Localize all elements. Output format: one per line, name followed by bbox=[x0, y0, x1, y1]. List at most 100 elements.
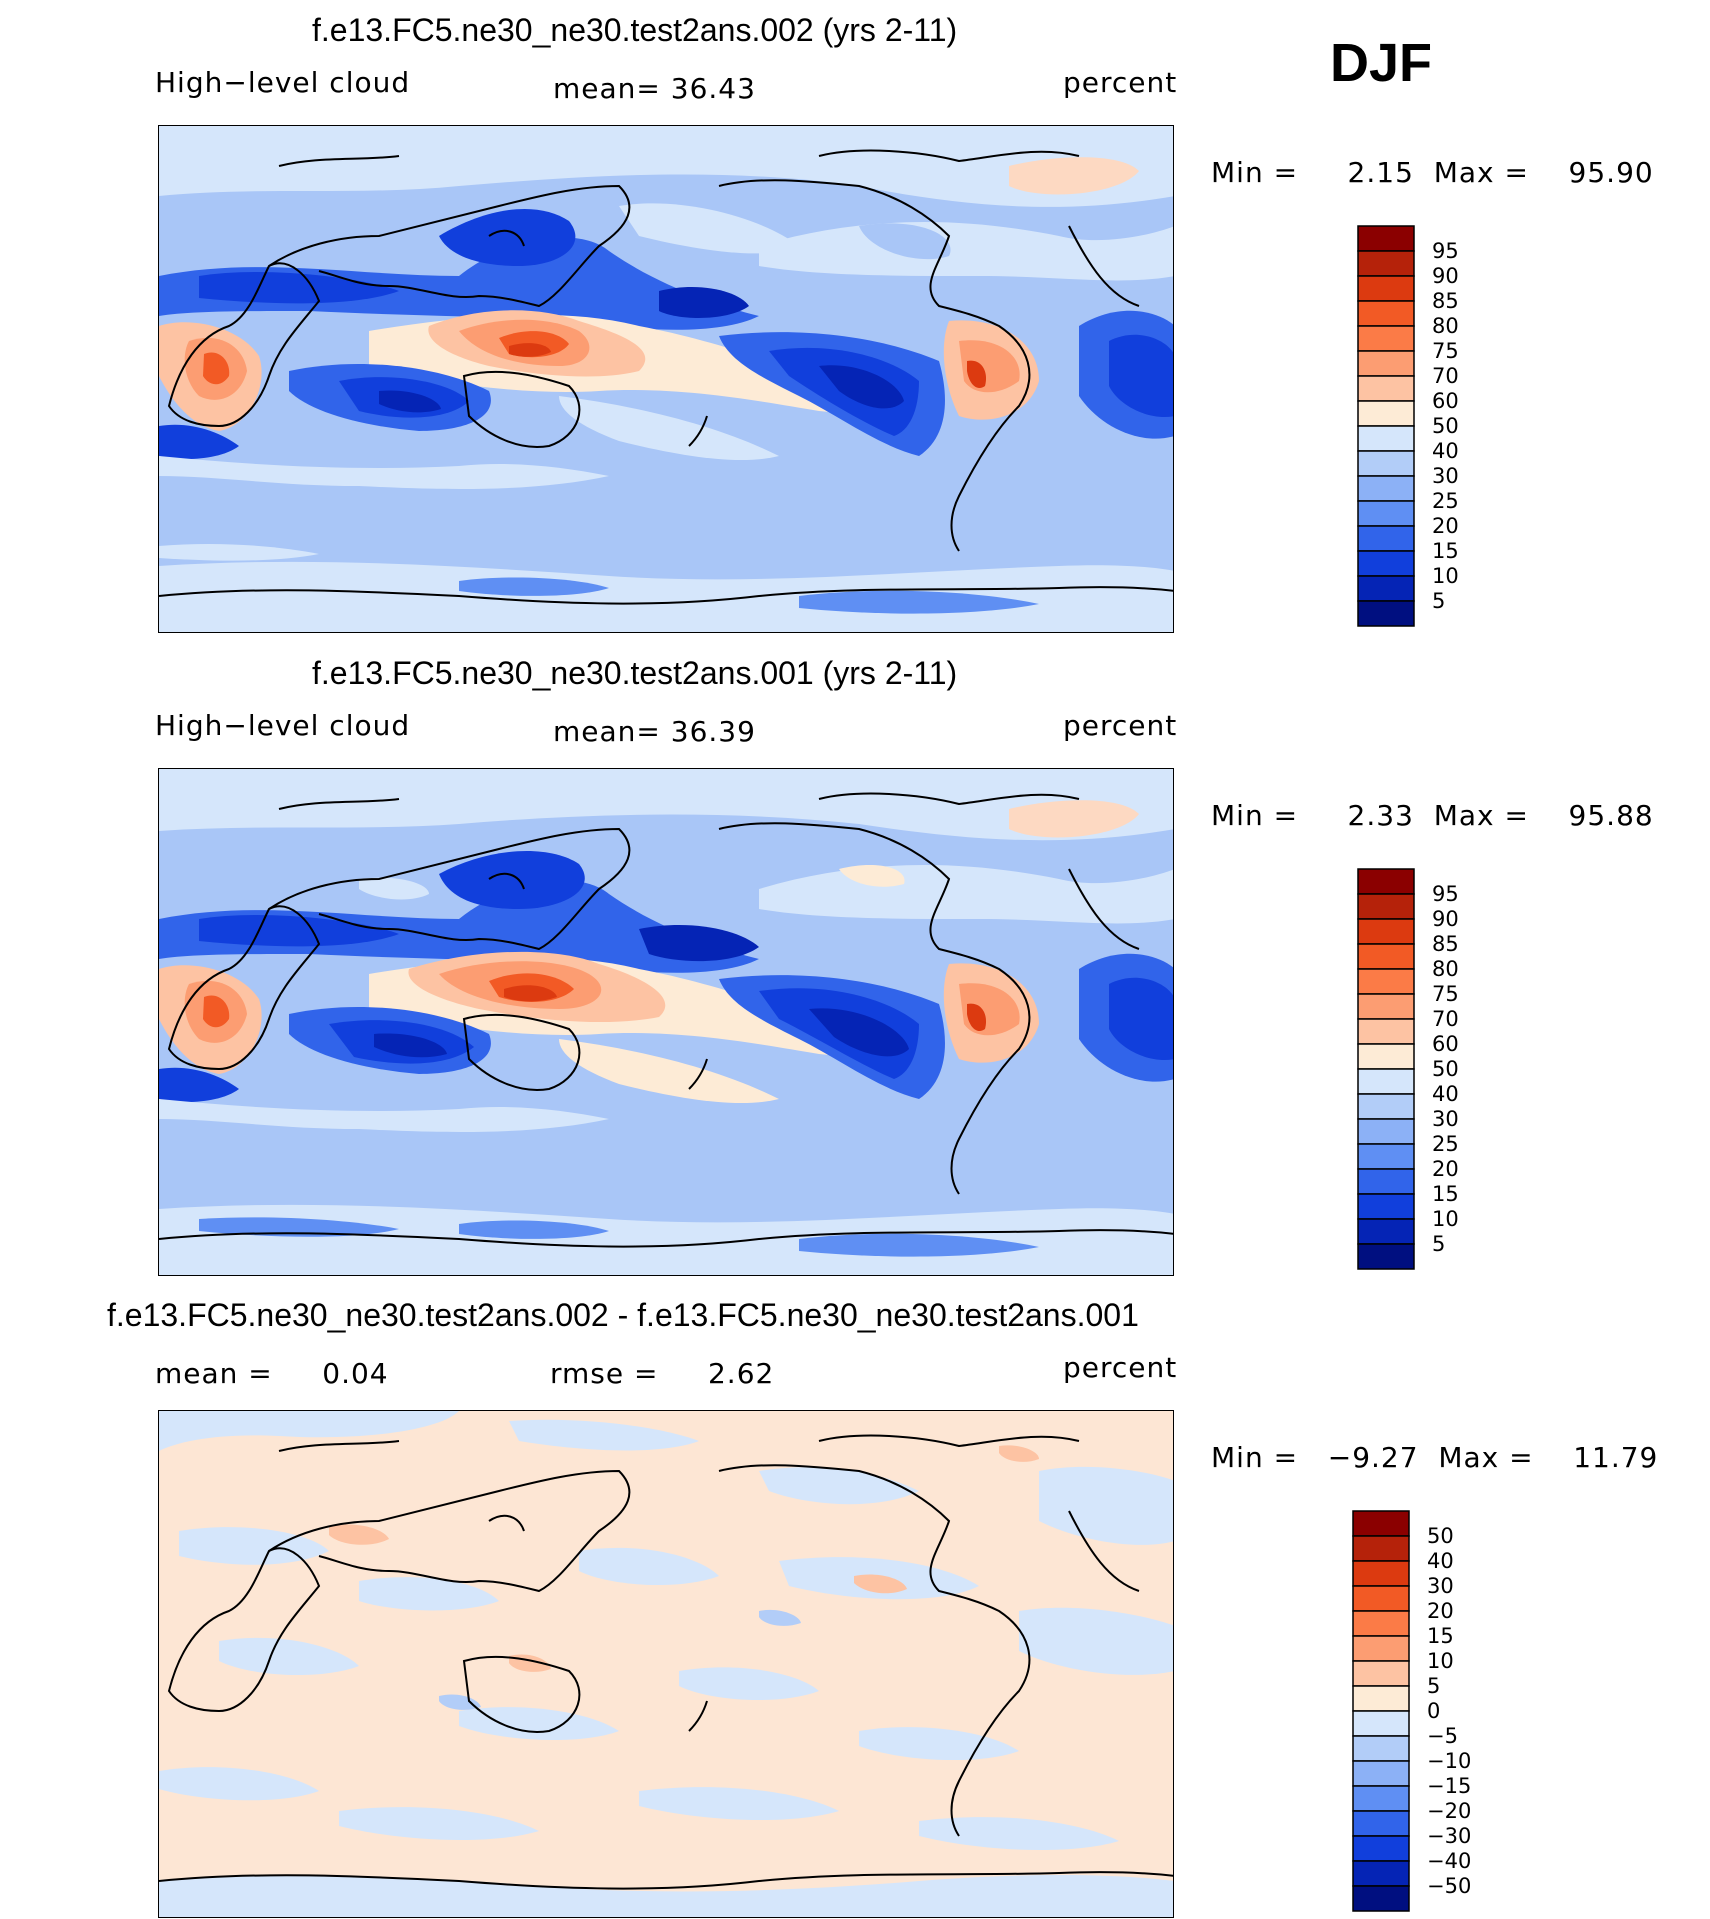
colorbar-tick-label: 20 bbox=[1432, 514, 1459, 538]
colorbar-box bbox=[1352, 1735, 1410, 1762]
colorbar-tick-label: 30 bbox=[1432, 1107, 1459, 1131]
colorbar-box bbox=[1357, 600, 1415, 627]
panel-1-mean-label: mean= 36.43 bbox=[553, 72, 756, 105]
colorbar-box bbox=[1357, 1018, 1415, 1045]
colorbar-box bbox=[1357, 1168, 1415, 1195]
colorbar-box bbox=[1357, 943, 1415, 970]
colorbar-box bbox=[1357, 400, 1415, 427]
colorbar-tick-label: −20 bbox=[1427, 1799, 1472, 1823]
colorbar-box bbox=[1352, 1560, 1410, 1587]
panel-1-variable-label: High−level cloud bbox=[155, 66, 411, 99]
colorbar-tick-label: −30 bbox=[1427, 1824, 1472, 1848]
panel-2-contour-field bbox=[159, 769, 1173, 1275]
colorbar-box bbox=[1352, 1710, 1410, 1737]
colorbar-tick-label: 20 bbox=[1432, 1157, 1459, 1181]
colorbar-tick-label: 15 bbox=[1432, 1182, 1459, 1206]
colorbar-box bbox=[1352, 1885, 1410, 1912]
colorbar-box bbox=[1352, 1535, 1410, 1562]
panel-1-colorbar bbox=[1357, 225, 1417, 627]
colorbar-tick-label: 70 bbox=[1432, 1007, 1459, 1031]
panel-2-variable-label: High−level cloud bbox=[155, 709, 411, 742]
colorbar-tick-label: 15 bbox=[1432, 539, 1459, 563]
colorbar-tick-label: 75 bbox=[1432, 982, 1459, 1006]
panel-1-title: f.e13.FC5.ne30_ne30.test2ans.002 (yrs 2-… bbox=[312, 12, 958, 48]
colorbar-box bbox=[1357, 250, 1415, 277]
panel-3-title: f.e13.FC5.ne30_ne30.test2ans.002 - f.e13… bbox=[107, 1297, 1139, 1333]
colorbar-box bbox=[1357, 325, 1415, 352]
colorbar-box bbox=[1352, 1835, 1410, 1862]
panel-2-colorbar bbox=[1357, 868, 1417, 1270]
colorbar-tick-label: 10 bbox=[1432, 1207, 1459, 1231]
colorbar-box bbox=[1357, 1143, 1415, 1170]
colorbar-tick-label: 50 bbox=[1432, 1057, 1459, 1081]
panel-2-mean-label: mean= 36.39 bbox=[553, 715, 756, 748]
colorbar-tick-label: 60 bbox=[1432, 389, 1459, 413]
colorbar-tick-label: −50 bbox=[1427, 1874, 1472, 1898]
colorbar-tick-label: 95 bbox=[1432, 882, 1459, 906]
colorbar-box bbox=[1352, 1860, 1410, 1887]
colorbar-tick-label: 50 bbox=[1427, 1524, 1454, 1548]
panel-1-minmax: Min = 2.15 Max = 95.90 bbox=[1211, 156, 1654, 189]
colorbar-box bbox=[1357, 893, 1415, 920]
colorbar-tick-label: −15 bbox=[1427, 1774, 1472, 1798]
colorbar-tick-label: −40 bbox=[1427, 1849, 1472, 1873]
colorbar-tick-label: 5 bbox=[1432, 1232, 1446, 1256]
colorbar-tick-label: 80 bbox=[1432, 957, 1459, 981]
colorbar-box bbox=[1357, 1043, 1415, 1070]
colorbar-box bbox=[1352, 1685, 1410, 1712]
panel-3-mean-label: mean = 0.04 bbox=[155, 1357, 389, 1390]
colorbar-tick-label: 5 bbox=[1427, 1674, 1441, 1698]
colorbar-tick-label: 70 bbox=[1432, 364, 1459, 388]
colorbar-box bbox=[1357, 450, 1415, 477]
panel-3-colorbar bbox=[1352, 1510, 1412, 1912]
panel-1-colorbar-boxes bbox=[1357, 225, 1415, 627]
colorbar-box bbox=[1352, 1635, 1410, 1662]
panel-3-rmse-label: rmse = 2.62 bbox=[550, 1357, 775, 1390]
colorbar-tick-label: 85 bbox=[1432, 289, 1459, 313]
panel-3-colorbar-boxes bbox=[1352, 1510, 1410, 1912]
colorbar-box bbox=[1357, 525, 1415, 552]
panel-2-units-label: percent bbox=[1063, 709, 1178, 742]
colorbar-tick-label: 75 bbox=[1432, 339, 1459, 363]
colorbar-tick-label: 60 bbox=[1432, 1032, 1459, 1056]
colorbar-tick-label: −10 bbox=[1427, 1749, 1472, 1773]
colorbar-box bbox=[1357, 225, 1415, 252]
colorbar-tick-label: 10 bbox=[1432, 564, 1459, 588]
panel-2-colorbar-boxes bbox=[1357, 868, 1415, 1270]
colorbar-tick-label: −5 bbox=[1427, 1724, 1458, 1748]
colorbar-box bbox=[1352, 1785, 1410, 1812]
season-label: DJF bbox=[1330, 33, 1433, 93]
colorbar-tick-label: 20 bbox=[1427, 1599, 1454, 1623]
colorbar-tick-label: 40 bbox=[1432, 439, 1459, 463]
colorbar-box bbox=[1357, 1118, 1415, 1145]
colorbar-tick-label: 90 bbox=[1432, 907, 1459, 931]
colorbar-box bbox=[1357, 1193, 1415, 1220]
colorbar-box bbox=[1357, 1068, 1415, 1095]
panel-1-units-label: percent bbox=[1063, 66, 1178, 99]
colorbar-box bbox=[1352, 1760, 1410, 1787]
panel-1-contour-field bbox=[159, 126, 1173, 632]
colorbar-box bbox=[1357, 993, 1415, 1020]
colorbar-box bbox=[1357, 1093, 1415, 1120]
colorbar-box bbox=[1357, 300, 1415, 327]
colorbar-tick-label: 0 bbox=[1427, 1699, 1441, 1723]
panel-3-map bbox=[158, 1410, 1174, 1918]
colorbar-box bbox=[1352, 1810, 1410, 1837]
colorbar-tick-label: 30 bbox=[1427, 1574, 1454, 1598]
panel-3-minmax: Min = −9.27 Max = 11.79 bbox=[1211, 1441, 1659, 1474]
panel-2-map bbox=[158, 768, 1174, 1276]
panel-2-title: f.e13.FC5.ne30_ne30.test2ans.001 (yrs 2-… bbox=[312, 655, 958, 691]
colorbar-tick-label: 80 bbox=[1432, 314, 1459, 338]
colorbar-tick-label: 10 bbox=[1427, 1649, 1454, 1673]
colorbar-tick-label: 90 bbox=[1432, 264, 1459, 288]
panel-1-map bbox=[158, 125, 1174, 633]
colorbar-box bbox=[1357, 575, 1415, 602]
colorbar-tick-label: 15 bbox=[1427, 1624, 1454, 1648]
colorbar-box bbox=[1357, 918, 1415, 945]
colorbar-box bbox=[1352, 1660, 1410, 1687]
panel-3-contour-field bbox=[159, 1411, 1173, 1917]
colorbar-box bbox=[1357, 275, 1415, 302]
colorbar-tick-label: 5 bbox=[1432, 589, 1446, 613]
colorbar-box bbox=[1352, 1610, 1410, 1637]
colorbar-box bbox=[1357, 1243, 1415, 1270]
